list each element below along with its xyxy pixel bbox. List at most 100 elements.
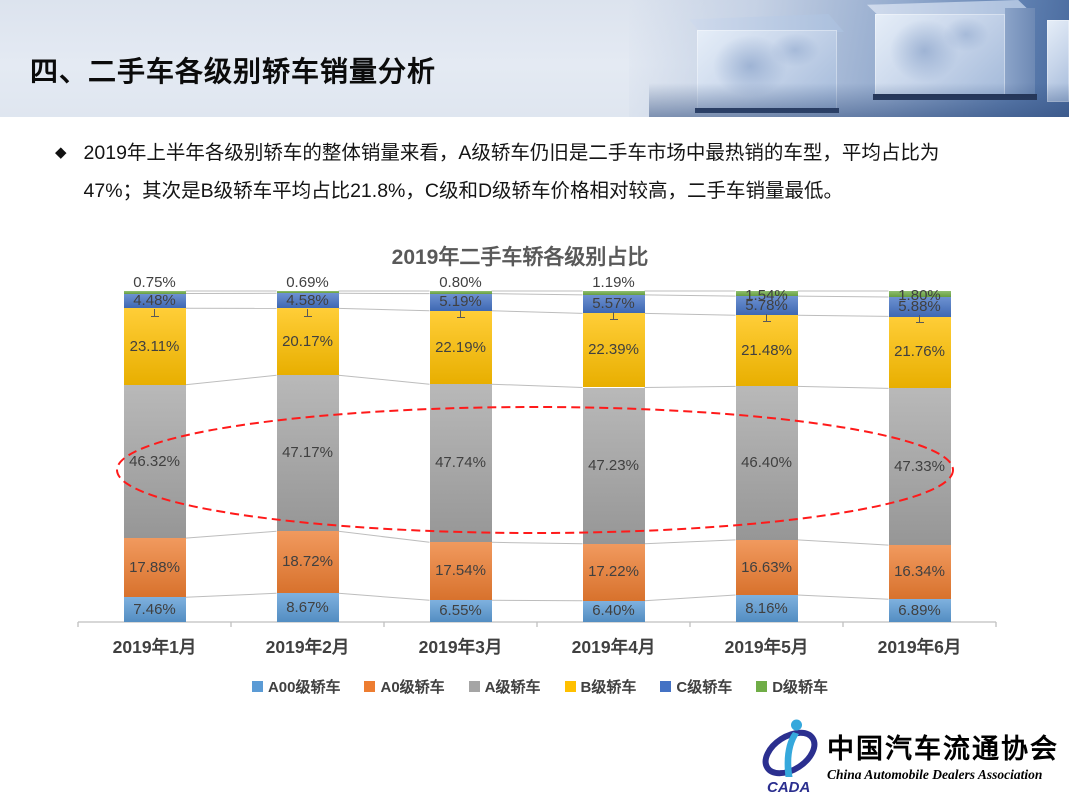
bar-segment-C级轿车: [429, 293, 492, 311]
bar-segment-B级轿车: [735, 315, 798, 387]
decor-world-map: [875, 14, 1005, 96]
decor-floor-shadow: [649, 83, 1069, 117]
bar-segment-A0级轿车: [123, 538, 186, 598]
legend-label: A级轿车: [484, 679, 541, 696]
label-leader-line: [150, 315, 159, 317]
bullet-line-2: 47%；其次是B级轿车平均占比21.8%，C级和D级轿车价格相对较高，二手车销量…: [83, 180, 844, 202]
series-connector-line: [338, 307, 430, 312]
x-axis-label: 2019年2月: [265, 637, 350, 657]
data-label: 5.78%: [745, 296, 788, 314]
label-leader-line: [919, 314, 920, 322]
legend-marker: [468, 681, 480, 692]
data-label: 46.40%: [741, 454, 792, 472]
series-connector-line: [491, 541, 583, 545]
bar-segment-C级轿车: [123, 293, 186, 309]
data-label: 5.57%: [592, 295, 635, 313]
label-leader-line: [460, 310, 461, 318]
legend-label: D级轿车: [772, 679, 829, 696]
data-label: 4.58%: [286, 291, 329, 309]
label-leader-line: [154, 308, 155, 316]
bullet-line-1: 2019年上半年各级别轿车的整体销量来看，A级轿车仍旧是二手车市场中最热销的车型…: [83, 142, 940, 164]
series-connector-line: [797, 594, 889, 600]
data-label: 47.33%: [894, 457, 945, 475]
bar-segment-A00级轿车: [123, 597, 186, 622]
data-label: 6.55%: [439, 602, 482, 620]
footer-logo: CADA 中国汽车流通协会 China Automobile Dealers A…: [761, 715, 1059, 795]
label-leader-line: [456, 317, 465, 319]
series-connector-line: [797, 295, 889, 298]
series-connector-line: [644, 312, 736, 316]
x-axis-label: 2019年1月: [112, 637, 197, 657]
legend-item: A级轿车: [468, 676, 541, 697]
data-label: 47.74%: [435, 454, 486, 472]
decor-cube-top: [867, 0, 1035, 16]
data-label: 4.48%: [133, 291, 176, 309]
label-leader-line: [609, 319, 618, 321]
page-title: 四、二手车各级别轿车销量分析: [30, 56, 437, 87]
label-leader-line: [766, 313, 767, 321]
bar-segment-B级轿车: [888, 316, 951, 389]
org-name-block: 中国汽车流通协会 China Automobile Dealers Associ…: [827, 727, 1059, 783]
data-label: 21.48%: [741, 341, 792, 359]
data-label: 7.46%: [133, 600, 176, 618]
bar-segment-A0级轿车: [582, 543, 645, 601]
legend-marker: [660, 681, 672, 692]
legend-item: B级轿车: [564, 676, 637, 697]
series-connector-line: [797, 539, 889, 546]
label-leader-line: [915, 321, 924, 323]
bar-segment-C级轿车: [276, 293, 339, 309]
org-name-en: China Automobile Dealers Association: [827, 767, 1043, 782]
legend-marker: [251, 681, 263, 692]
series-connector-line: [491, 310, 583, 314]
legend-label: A00级轿车: [267, 679, 341, 696]
data-label: 21.76%: [894, 343, 945, 361]
legend-item: A00级轿车: [251, 676, 341, 697]
data-label: 0.80%: [439, 274, 482, 291]
data-label: 17.54%: [435, 562, 486, 580]
cada-logo-icon: CADA: [762, 719, 818, 795]
cada-acronym: CADA: [767, 779, 810, 795]
data-label: 6.40%: [592, 602, 635, 620]
decor-cube: [875, 14, 1005, 96]
data-label: 0.75%: [133, 274, 176, 291]
bar-segment-B级轿车: [276, 308, 339, 376]
label-leader-line: [613, 312, 614, 320]
bar-segment-D级轿车: [735, 291, 798, 297]
stacked-bar-chart: 2019年二手车轿各级别占比 A00级轿车 A0级轿车 A级轿车 B级轿车 C级轿车 D级…: [70, 235, 1010, 705]
bar-segment-D级轿车: [888, 291, 951, 297]
x-axis-label: 2019年4月: [571, 637, 656, 657]
series-connector-line: [491, 293, 583, 296]
data-label: 1.19%: [592, 274, 635, 291]
data-label: 5.88%: [898, 297, 941, 315]
bar-segment-C级轿车: [735, 296, 798, 316]
data-label: 47.17%: [282, 444, 333, 462]
legend-marker: [364, 681, 376, 692]
bar-segment-B级轿车: [123, 308, 186, 385]
data-label: 0.69%: [286, 274, 329, 291]
legend-item: D级轿车: [756, 676, 828, 697]
diamond-bullet-icon: ◆: [55, 144, 67, 161]
bar-segment-A0级轿车: [429, 542, 492, 601]
header-graphic: [629, 0, 1069, 117]
data-label: 46.32%: [129, 452, 180, 470]
label-leader-line: [303, 315, 312, 317]
label-leader-line: [307, 308, 308, 316]
series-connector-line: [797, 314, 889, 317]
x-axis-label: 2019年5月: [724, 637, 809, 657]
legend-marker: [756, 681, 768, 692]
series-connector-line: [644, 385, 736, 388]
data-label: 6.89%: [898, 601, 941, 619]
series-connector-line: [491, 599, 583, 602]
slide-header: 四、二手车各级别轿车销量分析: [0, 0, 1069, 117]
data-label: 5.19%: [439, 293, 482, 311]
data-label: 1.80%: [898, 287, 941, 304]
data-label: 22.39%: [588, 341, 639, 359]
data-label: 47.23%: [588, 456, 639, 474]
data-label: 17.88%: [129, 558, 180, 576]
legend-label: B级轿车: [580, 679, 637, 696]
data-label: 18.72%: [282, 553, 333, 571]
chart-title: 2019年二手车轿各级别占比: [391, 246, 649, 269]
data-label: 17.22%: [588, 563, 639, 581]
legend-marker: [564, 681, 576, 692]
data-label: 16.34%: [894, 563, 945, 581]
